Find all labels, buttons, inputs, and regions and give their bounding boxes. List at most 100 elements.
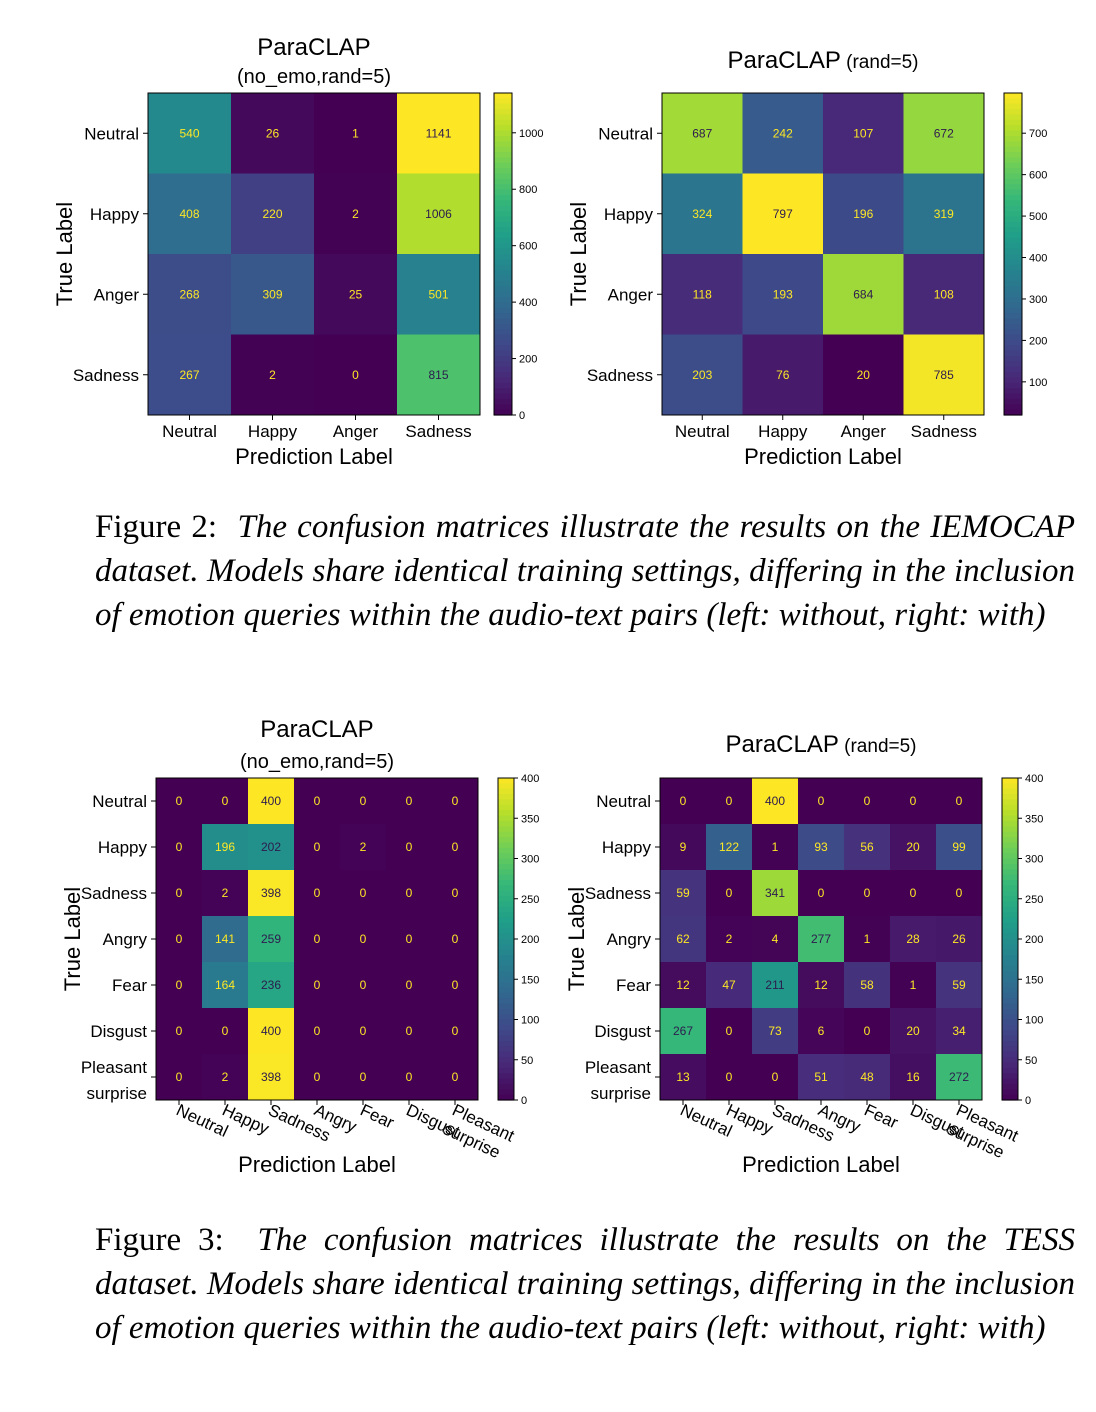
colorbar-segment bbox=[1002, 1073, 1018, 1080]
cell-value: 9 bbox=[680, 840, 687, 854]
colorbar-segment bbox=[1004, 286, 1022, 293]
matrix-cell bbox=[660, 870, 707, 917]
matrix-cell bbox=[340, 824, 387, 871]
matrix-cell bbox=[823, 93, 904, 174]
colorbar-segment bbox=[1004, 125, 1022, 132]
colorbar-segment bbox=[1002, 847, 1018, 854]
x-tick-label: Fear bbox=[357, 1100, 397, 1132]
x-tick-label: Neutral bbox=[173, 1100, 231, 1140]
colorbar-segment bbox=[498, 987, 514, 994]
cell-value: 0 bbox=[176, 1024, 183, 1038]
colorbar-segment bbox=[498, 933, 514, 940]
cell-value: 1 bbox=[864, 932, 871, 946]
colorbar-segment bbox=[498, 853, 514, 860]
matrix-cell bbox=[706, 778, 753, 825]
x-axis-label: Prediction Label bbox=[235, 444, 393, 469]
y-tick-label: Angry bbox=[607, 930, 652, 949]
cell-value: 0 bbox=[176, 794, 183, 808]
x-axis-label: Prediction Label bbox=[238, 1152, 396, 1177]
matrix-cell bbox=[231, 173, 315, 255]
matrix-cell bbox=[823, 173, 904, 255]
cell-value: 501 bbox=[428, 287, 448, 301]
cell-value: 267 bbox=[179, 368, 199, 382]
matrix-cell bbox=[340, 916, 387, 963]
colorbar-segment bbox=[1004, 393, 1022, 400]
cell-value: 0 bbox=[864, 794, 871, 808]
matrix-cell bbox=[798, 916, 845, 963]
colorbar-segment bbox=[494, 313, 512, 319]
colorbar-segment bbox=[494, 227, 512, 234]
colorbar-segment bbox=[498, 826, 514, 833]
y-axis-label: True Label bbox=[60, 887, 85, 991]
cell-value: 400 bbox=[261, 1024, 281, 1038]
matrix-cell bbox=[340, 1008, 387, 1055]
matrix-cell bbox=[798, 1008, 845, 1055]
colorbar-segment bbox=[494, 248, 512, 255]
x-tick-label: Fear bbox=[861, 1100, 901, 1132]
matrix-cell bbox=[248, 870, 295, 917]
cell-value: 122 bbox=[719, 840, 739, 854]
colorbar-segment bbox=[1004, 152, 1022, 158]
matrix-cell bbox=[844, 962, 891, 1009]
tess-no-emo-confusion-matrix: ParaCLAP(no_emo,rand=5)0 0 400 0 0 0 00 196 202 0… bbox=[60, 716, 539, 1177]
x-tick-label: Happy bbox=[248, 422, 298, 441]
colorbar-segment bbox=[498, 858, 514, 865]
colorbar-tick-label: 150 bbox=[1025, 974, 1043, 986]
cell-value: 202 bbox=[261, 840, 281, 854]
matrix-cell bbox=[662, 93, 743, 174]
cell-value: 0 bbox=[910, 794, 917, 808]
colorbar-segment bbox=[498, 783, 514, 790]
colorbar-segment bbox=[1002, 1083, 1018, 1090]
colorbar-segment bbox=[1004, 318, 1022, 325]
matrix-frame bbox=[661, 92, 985, 416]
cell-value: 196 bbox=[215, 840, 235, 854]
matrix-cell bbox=[662, 254, 743, 335]
colorbar-segment bbox=[1004, 307, 1022, 314]
colorbar-segment bbox=[1004, 280, 1022, 287]
matrix-cell bbox=[231, 93, 315, 174]
colorbar-segment bbox=[498, 837, 514, 843]
colorbar-segment bbox=[1004, 259, 1022, 266]
colorbar-segment bbox=[1004, 388, 1022, 395]
colorbar-tick-label: 150 bbox=[521, 974, 539, 986]
matrix-cell bbox=[432, 1008, 479, 1055]
matrix-cell bbox=[752, 870, 799, 917]
colorbar-segment bbox=[1002, 965, 1018, 972]
matrix-cell bbox=[936, 1054, 983, 1101]
colorbar-segment bbox=[494, 178, 512, 185]
colorbar-segment bbox=[1004, 194, 1022, 201]
matrix-cell bbox=[936, 916, 983, 963]
cell-value: 1006 bbox=[425, 207, 452, 221]
colorbar-segment bbox=[1002, 890, 1018, 897]
colorbar-segment bbox=[1004, 329, 1022, 336]
colorbar-segment bbox=[498, 810, 514, 817]
cell-value: 236 bbox=[261, 978, 281, 992]
matrix-cell bbox=[752, 824, 799, 871]
cell-value: 268 bbox=[179, 287, 199, 301]
matrix-cell bbox=[660, 824, 707, 871]
matrix-cell bbox=[156, 916, 203, 963]
cell-value: 815 bbox=[428, 368, 448, 382]
x-tick-label: Sadness bbox=[911, 422, 977, 441]
colorbar-segment bbox=[498, 799, 514, 806]
cell-value: 12 bbox=[814, 978, 828, 992]
x-tick-label: Happy bbox=[758, 422, 808, 441]
colorbar-segment bbox=[1002, 960, 1018, 967]
cell-value: 0 bbox=[406, 1024, 413, 1038]
colorbar-tick-label: 700 bbox=[1029, 128, 1047, 140]
colorbar-segment bbox=[1004, 178, 1022, 185]
cell-value: 6 bbox=[818, 1024, 825, 1038]
cell-value: 25 bbox=[349, 287, 363, 301]
colorbar-segment bbox=[498, 885, 514, 892]
matrix-cell bbox=[798, 778, 845, 825]
colorbar-segment bbox=[1002, 981, 1018, 988]
colorbar-segment bbox=[1002, 928, 1018, 935]
colorbar-segment bbox=[498, 815, 514, 822]
matrix-cell bbox=[148, 254, 232, 335]
cell-value: 73 bbox=[768, 1024, 782, 1038]
colorbar-segment bbox=[1004, 200, 1022, 207]
colorbar-segment bbox=[1004, 119, 1022, 126]
chart-subtitle: (no_emo,rand=5) bbox=[237, 66, 391, 88]
cell-value: 196 bbox=[853, 207, 873, 221]
colorbar-segment bbox=[1002, 896, 1018, 903]
